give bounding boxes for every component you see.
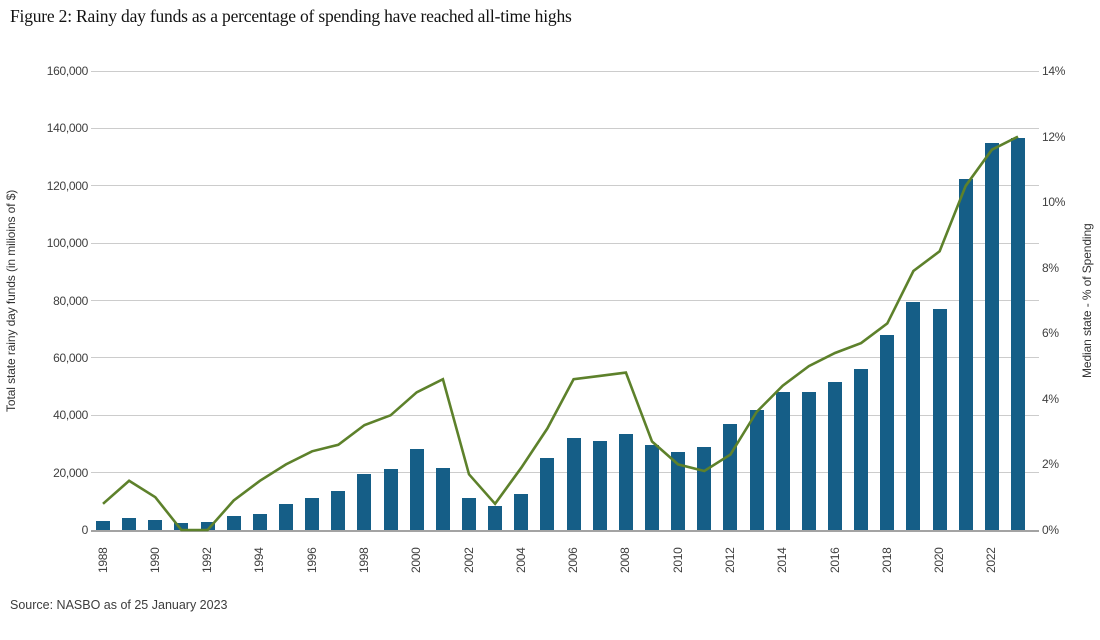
- bar-1997: [331, 491, 346, 530]
- bar-2023: [1011, 137, 1025, 530]
- bar-2009: [645, 445, 659, 530]
- bar-1993: [226, 515, 241, 530]
- gridline: [91, 414, 1039, 416]
- x-tick-label-2002: 2002: [461, 547, 476, 574]
- bar-2015: [801, 392, 816, 530]
- line-series: [102, 135, 1019, 532]
- x-tick-label-1998: 1998: [356, 547, 371, 574]
- x-axis-baseline: [91, 530, 1039, 532]
- bar-2022: [984, 142, 999, 530]
- y-right-tick-label: 12%: [1042, 129, 1066, 144]
- bar-2021: [958, 179, 973, 530]
- y-left-tick-label: 160,000: [46, 64, 89, 78]
- x-tick-label-2010: 2010: [670, 547, 685, 574]
- x-tick-label-2016: 2016: [827, 547, 842, 574]
- gridline: [91, 185, 1039, 187]
- bar-1990: [148, 520, 163, 530]
- x-tick-label-1988: 1988: [95, 547, 110, 574]
- gridline: [91, 242, 1039, 244]
- bar-2019: [906, 301, 921, 530]
- bar-2014: [775, 392, 790, 530]
- x-tick-label-2004: 2004: [513, 547, 528, 574]
- y-left-tick-label: 120,000: [46, 178, 89, 193]
- y-right-tick-label: 6%: [1042, 326, 1059, 341]
- gridline: [91, 127, 1039, 129]
- bar-1991: [174, 523, 189, 530]
- gridline: [91, 300, 1039, 301]
- bar-2004: [514, 494, 529, 530]
- y-left-tick-label: 60,000: [53, 350, 88, 365]
- bar-2017: [854, 369, 869, 530]
- bar-2000: [409, 449, 424, 530]
- bar-2006: [566, 438, 581, 530]
- gridline: [91, 70, 1039, 72]
- bar-1992: [200, 521, 215, 530]
- y-left-tick-label: 140,000: [46, 121, 89, 136]
- x-tick-label-2018: 2018: [879, 547, 894, 574]
- bar-2003: [488, 505, 503, 530]
- x-tick-label-2012: 2012: [722, 547, 737, 574]
- x-tick-label-2020: 2020: [932, 547, 947, 574]
- x-tick-label-2008: 2008: [618, 547, 633, 574]
- y-left-tick-label: 40,000: [53, 408, 88, 423]
- gridline: [91, 357, 1039, 359]
- y-right-tick-label: 14%: [1042, 64, 1066, 78]
- bar-2013: [749, 409, 764, 530]
- bar-1994: [252, 513, 267, 530]
- bar-2001: [435, 468, 450, 530]
- gridline: [91, 472, 1039, 474]
- bar-2016: [828, 381, 842, 530]
- bar-2020: [932, 308, 947, 530]
- bar-2002: [462, 498, 476, 530]
- bar-1989: [122, 517, 137, 530]
- bar-1996: [305, 498, 320, 530]
- chart-title: Figure 2: Rainy day funds as a percentag…: [10, 6, 572, 26]
- x-tick-label-2022: 2022: [984, 547, 999, 574]
- bar-2005: [540, 458, 555, 530]
- right-axis-title: Median state - % of Spending: [1080, 223, 1094, 378]
- bar-1995: [279, 504, 293, 530]
- x-tick-label-1996: 1996: [304, 547, 319, 574]
- bar-1999: [383, 469, 398, 530]
- x-tick-label-2000: 2000: [409, 547, 424, 574]
- bar-2008: [618, 434, 633, 530]
- bar-1998: [357, 474, 372, 530]
- y-left-tick-label: 80,000: [53, 293, 88, 308]
- plot-area: [91, 70, 1039, 532]
- source-note: Source: NASBO as of 25 January 2023: [10, 598, 228, 612]
- median-spending-line: [102, 135, 1019, 532]
- y-right-tick-label: 4%: [1042, 391, 1059, 406]
- x-tick-label-2014: 2014: [775, 547, 790, 574]
- y-left-tick-label: 0: [81, 523, 89, 537]
- bar-2010: [671, 451, 686, 530]
- y-right-tick-label: 0%: [1042, 523, 1059, 537]
- y-right-tick-label: 2%: [1042, 457, 1059, 472]
- bar-1988: [96, 521, 110, 530]
- bar-2007: [592, 441, 607, 530]
- x-tick-label-1990: 1990: [147, 547, 162, 574]
- y-right-tick-label: 8%: [1042, 260, 1059, 275]
- y-left-tick-label: 100,000: [46, 236, 89, 251]
- y-right-tick-label: 10%: [1042, 195, 1066, 210]
- y-left-tick-label: 20,000: [53, 465, 88, 480]
- x-tick-label-2006: 2006: [566, 547, 581, 574]
- bar-2018: [880, 334, 895, 530]
- x-tick-label-1994: 1994: [252, 547, 267, 574]
- x-tick-label-1992: 1992: [200, 547, 215, 574]
